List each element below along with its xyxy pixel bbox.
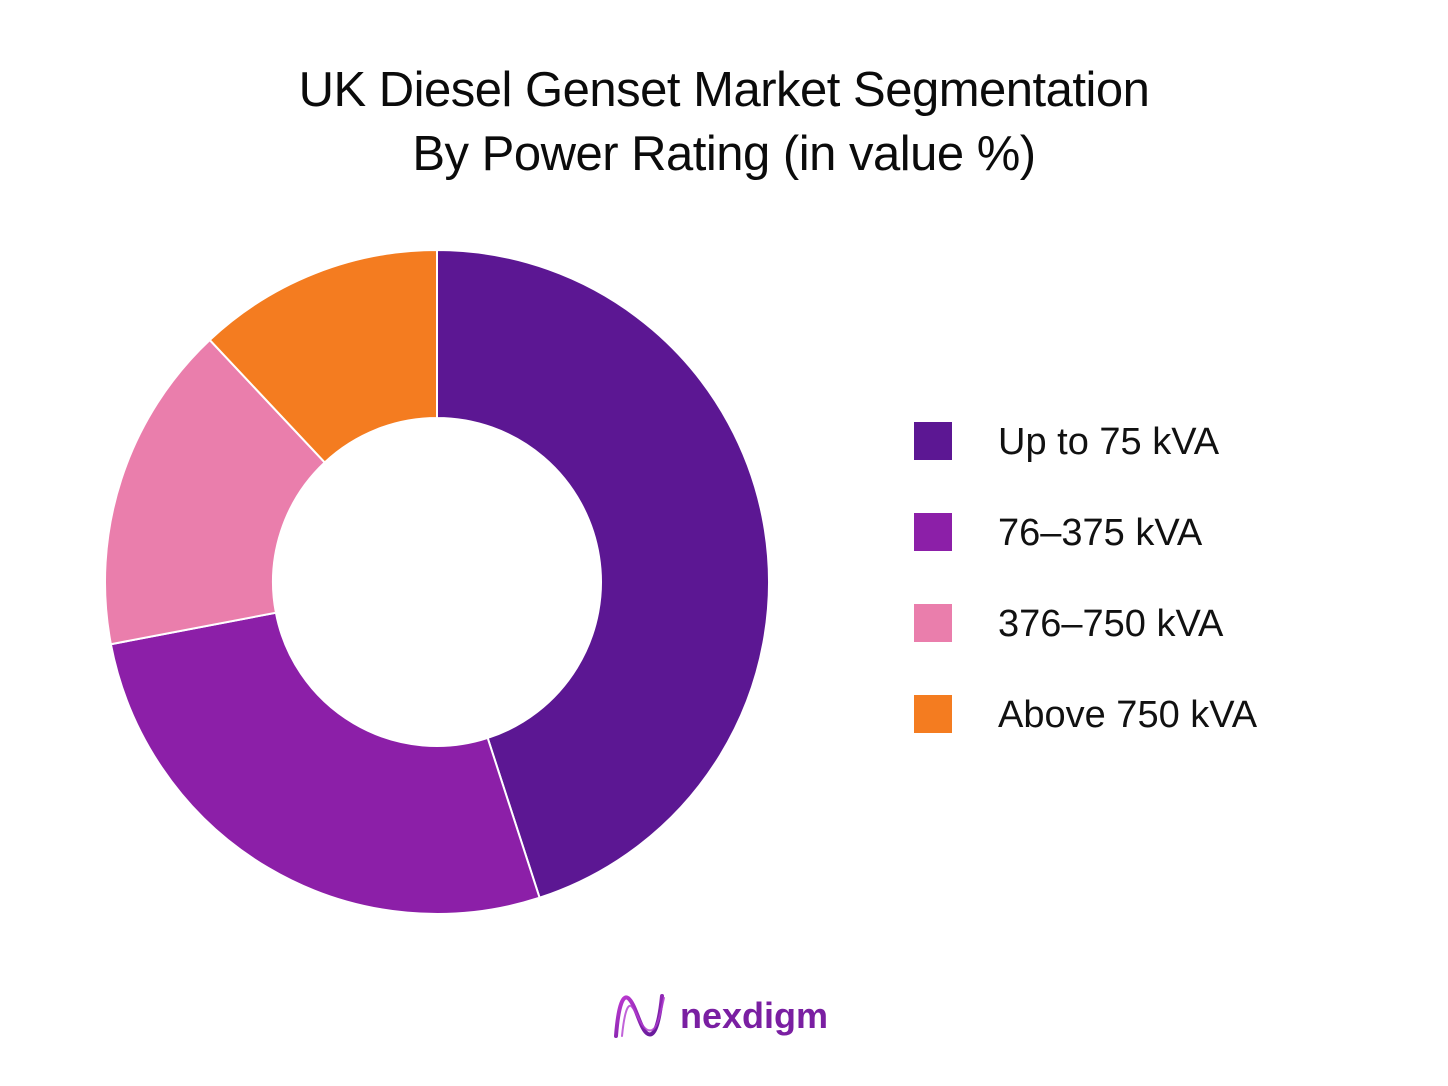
chart-title-line-1: UK Diesel Genset Market Segmentation bbox=[298, 63, 1150, 117]
donut-slice-76-375-kva bbox=[109, 611, 541, 915]
donut-slice-376-750-kva bbox=[104, 338, 327, 646]
donut-slice-above-750-kva bbox=[208, 248, 438, 464]
legend-label: 76–375 kVA bbox=[998, 512, 1203, 554]
legend-swatch bbox=[914, 513, 952, 551]
legend-swatch bbox=[914, 422, 952, 460]
chart-title-line-2: By Power Rating (in value %) bbox=[412, 127, 1036, 181]
legend-label: 376–750 kVA bbox=[998, 603, 1224, 645]
legend-label: Above 750 kVA bbox=[998, 694, 1258, 736]
chart-title: UK Diesel Genset Market Segmentation By … bbox=[0, 58, 1448, 186]
legend-label: Up to 75 kVA bbox=[998, 421, 1220, 463]
legend-swatch bbox=[914, 695, 952, 733]
donut-slice-up-to-75-kva bbox=[436, 248, 770, 900]
nexdigm-logo-icon bbox=[614, 994, 665, 1038]
legend-swatch bbox=[914, 604, 952, 642]
brand-name: nexdigm bbox=[680, 995, 829, 1036]
